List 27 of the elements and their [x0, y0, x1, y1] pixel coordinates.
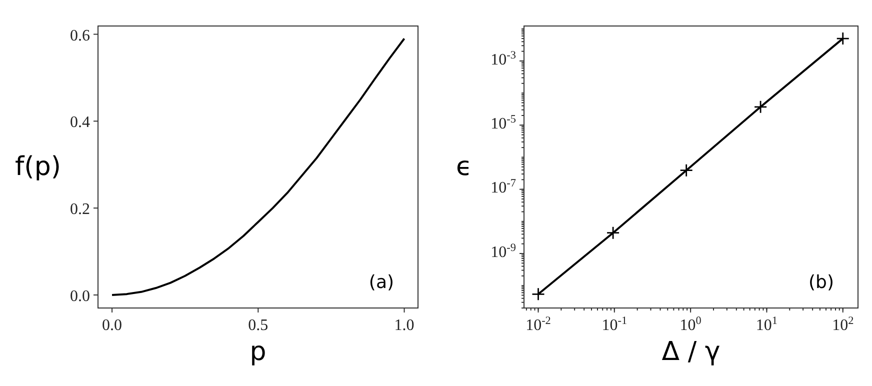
- y-tick-label: 10$^{-3}$: [490, 49, 516, 68]
- x-tick-label: 10$^{-2}$: [526, 315, 551, 334]
- y-tick-label: 0.4: [70, 114, 90, 132]
- x-tick-label: 10$^{-1}$: [602, 315, 628, 334]
- y-tick-label: 10$^{-9}$: [490, 242, 516, 261]
- point: [754, 100, 768, 114]
- point: [680, 164, 694, 178]
- x-axis-title: Δ / γ: [662, 337, 720, 367]
- y-tick-label: 0.2: [70, 201, 90, 218]
- annotation: (a): [368, 272, 394, 293]
- y-axis-title: ϵ: [456, 152, 472, 182]
- x-tick-label: 10$^{0}$: [680, 315, 702, 334]
- y-tick-label: 10$^{-5}$: [490, 113, 516, 132]
- y-axis-title: f(p): [15, 152, 61, 182]
- x-tick-label: 0.5: [248, 317, 268, 334]
- line-series: [111, 38, 406, 296]
- point: [532, 287, 545, 301]
- point: [606, 226, 620, 240]
- y-tick-label: 0.0: [70, 288, 90, 305]
- x-tick-label: 0.0: [102, 317, 122, 334]
- x-tick-label: 10$^{1}$: [756, 315, 778, 334]
- x-axis-title: p: [250, 337, 266, 367]
- annotation: (b): [808, 272, 834, 293]
- x-tick-label: 1.0: [394, 317, 414, 334]
- x-tick-label: 10$^{2}$: [832, 315, 854, 334]
- y-tick-label: 0.6: [70, 27, 90, 44]
- y-tick-label: 10$^{-7}$: [490, 178, 516, 197]
